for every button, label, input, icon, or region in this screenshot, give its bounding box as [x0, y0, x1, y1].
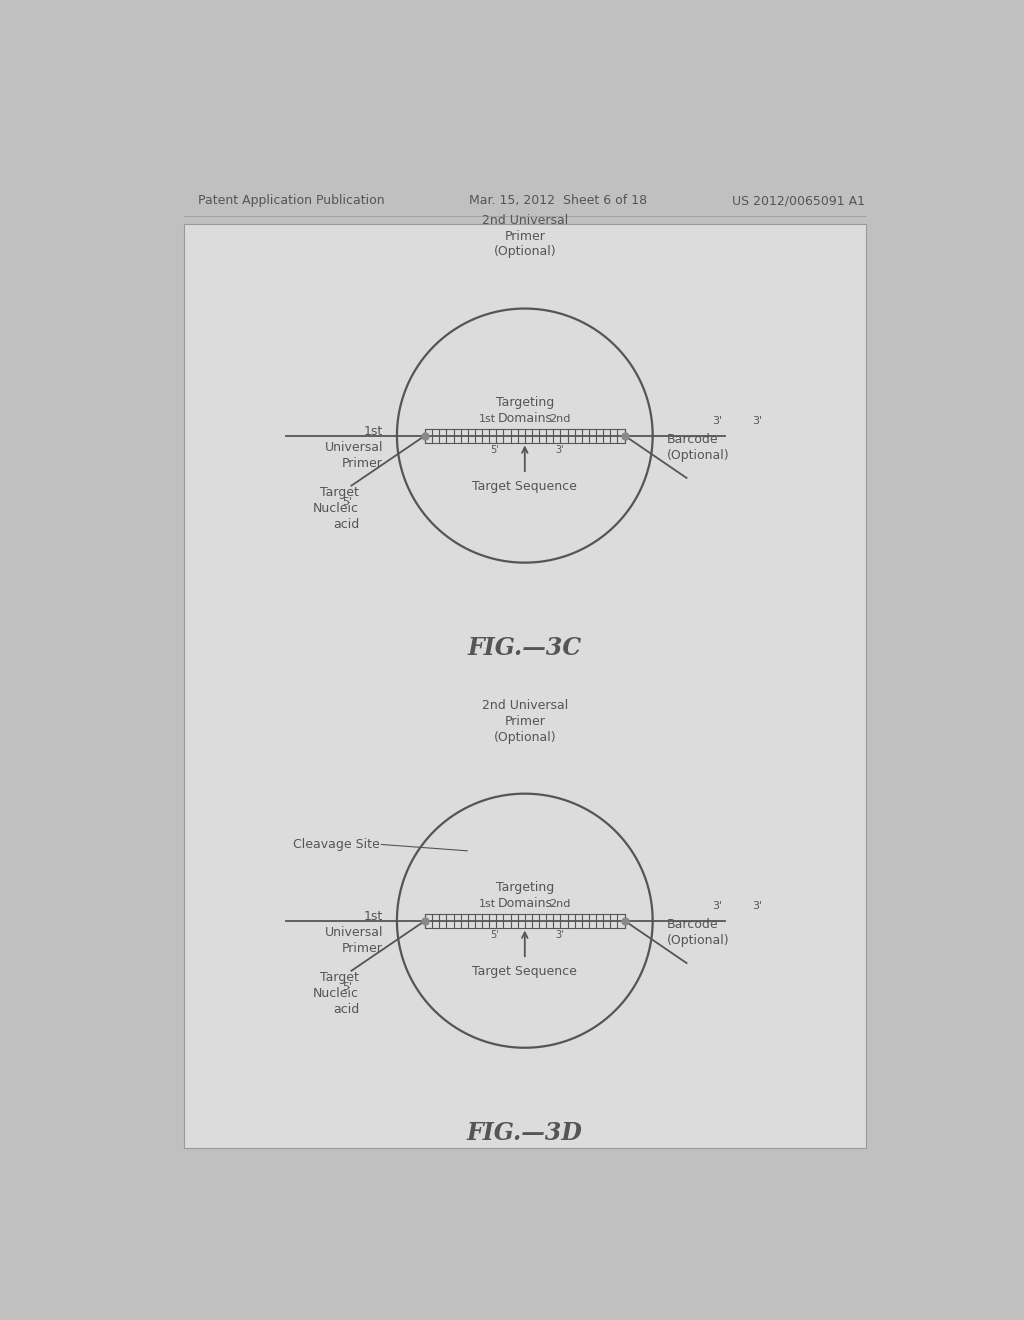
- Text: FIG.—3C: FIG.—3C: [468, 636, 582, 660]
- Text: 3': 3': [753, 902, 762, 911]
- Text: 3': 3': [753, 416, 762, 426]
- Text: 2nd: 2nd: [549, 414, 570, 424]
- Text: Target Sequence: Target Sequence: [472, 965, 578, 978]
- Text: 5': 5': [490, 929, 500, 940]
- Text: 3': 3': [713, 902, 723, 911]
- Text: Targeting
Domains: Targeting Domains: [496, 880, 554, 909]
- Text: 1st
Universal
Primer: 1st Universal Primer: [325, 909, 383, 954]
- Text: US 2012/0065091 A1: US 2012/0065091 A1: [732, 194, 865, 207]
- Text: Barcode
(Optional): Barcode (Optional): [667, 433, 729, 462]
- Text: Mar. 15, 2012  Sheet 6 of 18: Mar. 15, 2012 Sheet 6 of 18: [469, 194, 647, 207]
- Text: 2nd: 2nd: [549, 899, 570, 909]
- Text: Target Sequence: Target Sequence: [472, 480, 578, 494]
- Text: Target
Nucleic
acid: Target Nucleic acid: [313, 970, 359, 1016]
- Text: FIG.—3D: FIG.—3D: [467, 1121, 583, 1144]
- Text: Patent Application Publication: Patent Application Publication: [198, 194, 384, 207]
- Text: Targeting
Domains: Targeting Domains: [496, 396, 554, 425]
- Text: 5': 5': [342, 498, 352, 507]
- Bar: [425, 429, 625, 442]
- Text: Target
Nucleic
acid: Target Nucleic acid: [313, 486, 359, 531]
- Text: 5': 5': [342, 982, 352, 993]
- Text: 1st: 1st: [478, 414, 496, 424]
- Text: 2nd Universal
Primer
(Optional): 2nd Universal Primer (Optional): [481, 214, 568, 259]
- Bar: [425, 913, 625, 928]
- Bar: [183, 224, 866, 1148]
- Text: 1st: 1st: [478, 899, 496, 909]
- Text: 3': 3': [713, 416, 723, 426]
- Text: 5': 5': [490, 445, 500, 455]
- Text: 2nd Universal
Primer
(Optional): 2nd Universal Primer (Optional): [481, 698, 568, 743]
- Text: 1st
Universal
Primer: 1st Universal Primer: [325, 425, 383, 470]
- Text: Barcode
(Optional): Barcode (Optional): [667, 917, 729, 946]
- Text: 3': 3': [555, 445, 564, 455]
- Text: 3': 3': [555, 929, 564, 940]
- Text: Cleavage Site: Cleavage Site: [293, 838, 380, 851]
